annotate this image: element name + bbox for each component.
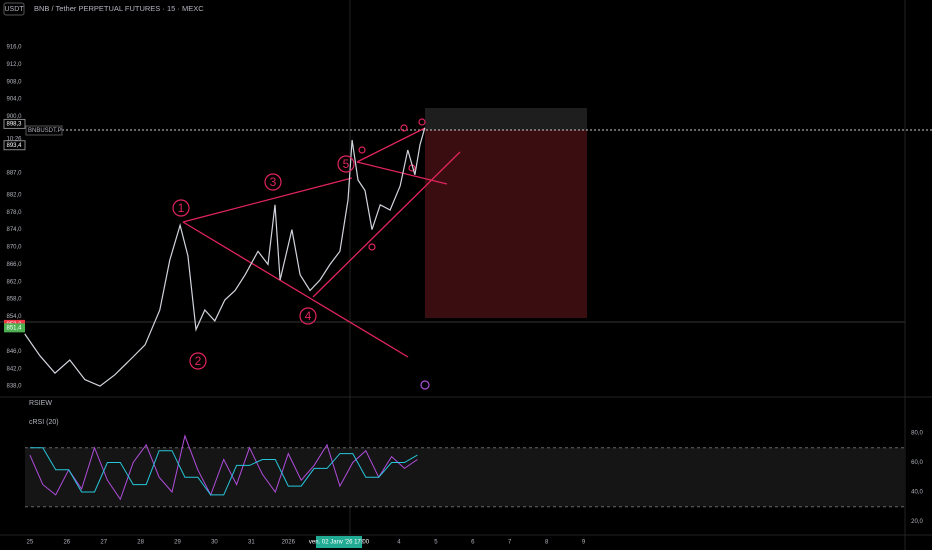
currency: USDT	[4, 6, 24, 13]
x-tick-label: 3	[360, 540, 364, 546]
x-tick-label: 2026	[282, 540, 296, 546]
x-tick-label: 5	[434, 540, 438, 546]
trend-line	[356, 127, 426, 163]
x-tick-label: 9	[582, 540, 586, 546]
wave-circle	[299, 307, 317, 325]
rsi-tick-label: 20,0	[911, 519, 923, 525]
x-tick-label: 27	[100, 540, 107, 546]
y-tick-label: 838,0	[6, 384, 22, 390]
minor-waves	[358, 118, 430, 390]
x-tick-label: 26	[63, 540, 70, 546]
x-tick-label: 6	[471, 540, 475, 546]
trend-line	[182, 221, 409, 358]
y-tick-label: 846,0	[6, 349, 22, 355]
trend-line	[356, 161, 448, 185]
y-tick-label: 912,0	[6, 62, 22, 68]
y-tick-label: 866,0	[6, 262, 22, 268]
indicator-subtitle: cRSI (20)	[29, 419, 59, 426]
price-label-box	[3, 140, 26, 151]
price-line	[24, 127, 426, 387]
price-label-box	[4, 323, 25, 333]
rsi-tick-label: 40,0	[911, 490, 923, 496]
y-tick-label: 870,0	[6, 245, 22, 251]
y-tick-label: 916,0	[6, 45, 22, 51]
wave-circle	[172, 199, 190, 217]
countdown: 10:26	[6, 137, 22, 143]
wave-label: 5	[343, 157, 350, 171]
wave-lines	[182, 127, 461, 358]
wave-label: 3	[270, 175, 277, 189]
cursor-label: ven. 02 Janv '26 17:00	[309, 540, 370, 546]
wave-label: 2	[195, 354, 202, 368]
x-tick-label: 25	[27, 540, 34, 546]
x-tick-label: 31	[248, 540, 255, 546]
rsi-tick-label: 60,0	[911, 460, 923, 466]
minor-wave	[400, 124, 408, 132]
minor-wave	[418, 118, 426, 126]
wave-label: 4	[305, 309, 312, 323]
symbol: BNBUSDT.P	[28, 128, 62, 134]
x-tick-label: 29	[174, 540, 181, 546]
x-tick-label: 28	[137, 540, 144, 546]
currency-box	[3, 2, 25, 16]
stop-zone	[425, 130, 587, 318]
price-line	[29, 447, 418, 496]
trend-line	[182, 177, 353, 223]
wave-circle	[189, 352, 207, 370]
x-tick-label: 8	[545, 540, 549, 546]
y-tick-label: 882,0	[6, 192, 22, 198]
minor-wave	[358, 146, 366, 154]
wave-label: 1	[178, 201, 185, 215]
price-label: 851,4	[6, 325, 22, 331]
price-line	[29, 434, 418, 501]
minor-wave	[368, 243, 376, 251]
x-tick-label: 7	[508, 540, 512, 546]
wave-circle	[264, 173, 282, 191]
chart-title: BNB / Tether PERPETUAL FUTURES · 15 · ME…	[34, 4, 204, 13]
price-label-box	[3, 118, 26, 129]
price-label: 898,3	[6, 122, 22, 128]
y-tick-label: 900,0	[6, 114, 22, 120]
y-tick-label: 908,0	[6, 79, 22, 85]
cursor-label-box	[316, 536, 362, 548]
trend-line	[312, 151, 461, 298]
x-tick-label: 30	[211, 540, 218, 546]
price-label: 893,4	[6, 143, 22, 149]
wave-circle	[337, 155, 355, 173]
rsi-tick-label: 80,0	[911, 431, 923, 437]
y-tick-label: 862,0	[6, 279, 22, 285]
y-tick-label: 858,0	[6, 297, 22, 303]
target-zone	[425, 108, 587, 130]
indicator-title: RSIEW	[29, 400, 52, 407]
symbol-box	[25, 125, 63, 136]
rsi-band	[25, 447, 905, 507]
y-tick-label: 874,0	[6, 227, 22, 233]
y-tick-label: 854,0	[6, 314, 22, 320]
y-tick-label: 878,0	[6, 210, 22, 216]
y-tick-label: 887,0	[6, 171, 22, 177]
y-tick-label: 842,0	[6, 366, 22, 372]
y-tick-label: 904,0	[6, 97, 22, 103]
x-tick-label: 4	[397, 540, 401, 546]
minor-wave	[420, 380, 430, 390]
wave-labels: 1 2 3 4 5	[172, 155, 355, 370]
